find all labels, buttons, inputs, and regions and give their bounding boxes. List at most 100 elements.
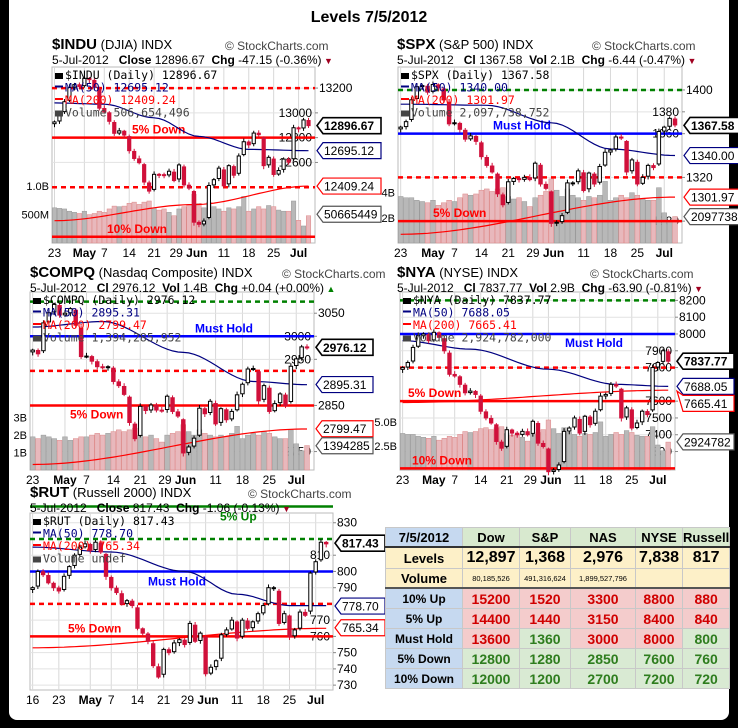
volume-bar [441,437,447,471]
levels-table: 7/5/2012 Dow S&P NAS NYSE Russell Levels 12,897… [385,527,731,689]
candle [261,136,266,170]
candle [522,174,527,182]
candle-body [546,448,551,473]
candle-body [586,172,592,190]
candle-body [234,394,240,411]
y-tick-label: 1320 [686,170,713,184]
volume-bars [400,419,671,471]
stat-label: Cl [463,281,476,295]
candle-body [211,179,216,186]
candle [164,394,170,413]
candle-body [666,351,671,362]
stat-value: 7837.77 [479,281,523,295]
volume-bar [76,213,82,244]
candle-body [667,117,672,127]
level-cell: 8800 [635,587,683,609]
value-tag: 778.70 [334,597,386,615]
candle-body [660,350,666,362]
volume-bar [73,438,79,471]
volume-bar [634,194,641,244]
value-tag: 1301.97 [683,188,738,206]
candle [240,382,245,398]
candle [46,309,52,324]
triangle-down-icon: ▼ [321,56,333,66]
value-tag-text: 7665.41 [684,397,728,411]
table-row: 10% Up 15200 1520 3300 8800 880 [385,587,731,609]
level-cell: 3300 [570,587,636,609]
x-tick-label: 14 [474,473,488,487]
candle-body [145,633,151,642]
candle [313,559,318,575]
volume-bar [282,438,289,471]
volume-bar [426,437,432,471]
candle [127,134,132,154]
candle-body [608,149,613,153]
legend-volume: Volume 2,924,782,000 [413,331,552,345]
value-tag: 1340.00 [683,146,738,165]
candle-body [92,79,97,88]
row-label: 5% Down [385,648,463,669]
volume-bar [483,427,489,471]
x-tick-label: 25 [625,473,639,487]
candle [236,153,241,176]
triangle-up-icon: ▲ [324,284,336,294]
candle [294,357,299,370]
candle-body [46,312,52,323]
candle [135,604,140,631]
volume-bar [277,438,283,471]
candle-body [231,166,236,176]
candle [119,590,124,606]
candle [255,611,261,624]
candle-body [245,620,250,629]
stat-value: -47.15 (-0.36%) [238,53,322,67]
candle-body [473,390,478,395]
candle-body [73,309,78,326]
chart-date: 5-Jul-2012 [30,501,87,515]
legend-ma50: MA(50) 2895.31 [43,306,140,320]
x-tick-label: 18 [604,246,618,260]
volume-bar [525,440,531,471]
candle [261,602,266,616]
level-cell: 1200 [519,668,571,689]
candle-body [504,429,509,447]
candle [211,177,216,189]
candle-body [478,395,483,412]
candle [516,176,522,183]
candle [261,383,267,403]
legend-price: $INDU (Daily) 12896.67 [65,68,217,82]
volume-tick-label: 2.5B [374,441,397,453]
legend-ma200: MA(200) 765.34 [43,539,140,553]
level-labels: Must Hold 5% Down [70,321,253,421]
candle [618,134,624,141]
candle-body [468,135,473,140]
value-tag-shape [315,338,374,357]
candle-body [206,184,211,219]
y-tick-label: 8000 [679,327,706,341]
candle [201,218,207,227]
candle-body [662,126,667,132]
candle-body [272,403,277,412]
candle-body [171,171,177,182]
candle [287,614,292,640]
stat-label: Close [96,501,130,515]
candle [582,414,588,435]
x-tick-label: Jun [197,693,218,707]
candle [30,348,35,356]
level-cell: 1280 [519,648,571,669]
ma200-legend-swatch [401,98,409,100]
chart-name: (Nasdaq Composite) [98,265,218,280]
candle-body [117,130,122,134]
candle [40,569,46,578]
candle [197,404,202,437]
candle-body [506,181,511,203]
value-tag-text: 50665449 [324,208,378,222]
candle-body [229,410,234,420]
triangle-down-icon: ▼ [279,504,291,514]
candle-body [421,333,426,336]
chart-name: (DJIA) [100,37,138,52]
candle-body [446,101,452,125]
candle-body [208,666,214,674]
stat-label: Chg [176,501,200,515]
candle [198,631,203,644]
candle [538,162,543,187]
